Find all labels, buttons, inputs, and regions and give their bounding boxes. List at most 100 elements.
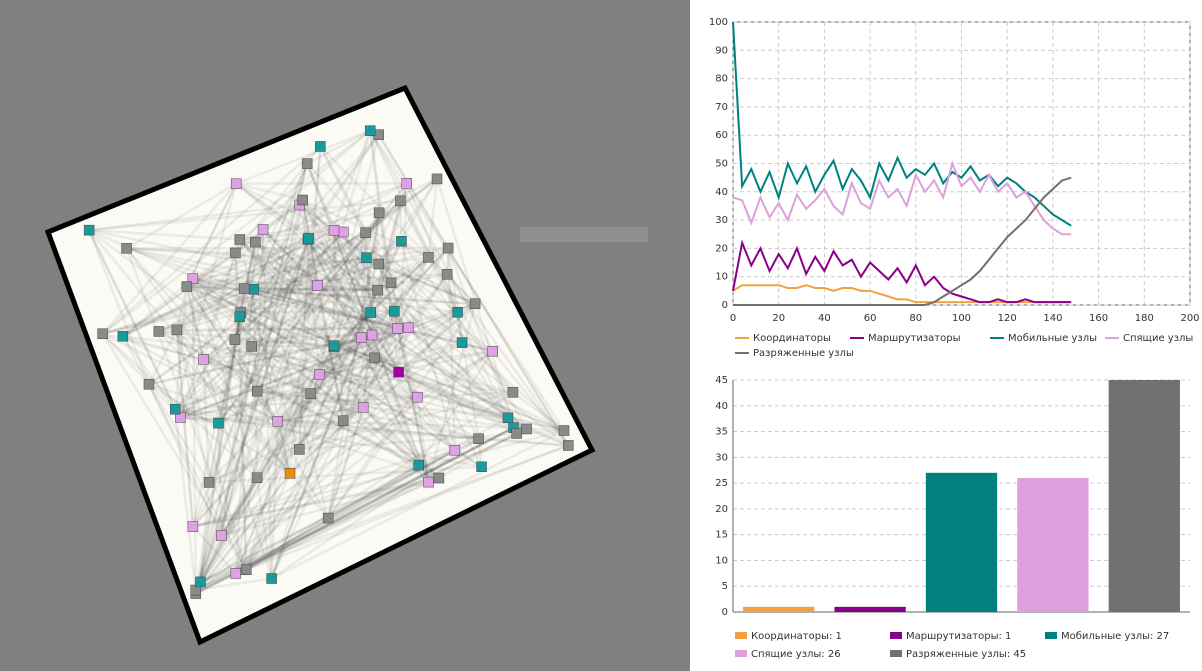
link [217, 229, 265, 424]
link [185, 129, 372, 288]
legend-label: Спящие узлы: 26 [751, 649, 841, 660]
link [235, 182, 476, 305]
link [186, 256, 367, 288]
y-tick-label: 20 [715, 243, 728, 254]
link [255, 477, 273, 579]
node [312, 280, 323, 291]
link [234, 252, 242, 313]
legend-swatch [890, 632, 902, 639]
link [102, 256, 367, 335]
link [252, 289, 259, 478]
link [370, 182, 408, 336]
y-tick-label: 35 [715, 427, 728, 438]
link [332, 230, 345, 421]
link [238, 238, 335, 347]
link [250, 345, 344, 422]
y-tick-label: 50 [715, 159, 728, 170]
link [238, 239, 292, 474]
link [174, 183, 238, 410]
link [301, 199, 400, 373]
node [251, 385, 263, 397]
link [438, 432, 518, 480]
link [298, 146, 322, 450]
link [89, 228, 240, 241]
scene-bar [520, 227, 648, 242]
link [179, 326, 409, 419]
node [441, 268, 453, 280]
link [217, 311, 459, 425]
x-tick-label: 200 [1180, 313, 1199, 324]
link [147, 383, 211, 484]
link [332, 232, 367, 347]
link [270, 437, 480, 580]
link [245, 327, 410, 571]
y-tick-label: 45 [715, 375, 728, 386]
link [326, 310, 396, 519]
link [220, 327, 399, 537]
link [359, 232, 367, 338]
link [101, 332, 182, 419]
link [319, 373, 418, 399]
node [314, 368, 325, 380]
link [298, 391, 514, 451]
link [235, 251, 378, 292]
link [308, 237, 476, 305]
link [235, 426, 515, 575]
link [174, 408, 219, 425]
link [175, 391, 514, 411]
link [256, 390, 330, 519]
link [342, 231, 400, 373]
link [195, 427, 528, 592]
link [191, 247, 450, 528]
node [366, 329, 378, 341]
link [256, 232, 367, 392]
link [307, 237, 420, 466]
link [87, 229, 151, 385]
link [245, 480, 430, 571]
link [191, 212, 381, 528]
y-tick-label: 0 [722, 300, 728, 311]
node [507, 387, 519, 398]
link [220, 204, 301, 536]
y-tick-label: 30 [715, 215, 728, 226]
link [250, 163, 309, 347]
link [102, 332, 279, 423]
link [192, 246, 449, 280]
link [235, 182, 303, 202]
link [298, 240, 403, 450]
link [256, 341, 463, 393]
x-tick-label: 60 [864, 313, 877, 324]
link [245, 472, 292, 571]
link [373, 247, 450, 359]
link [88, 229, 291, 475]
link [194, 238, 310, 591]
x-tick-label: 20 [772, 313, 785, 324]
link [319, 145, 480, 440]
link [416, 396, 430, 483]
link [207, 241, 257, 483]
y-tick-label: 80 [715, 74, 728, 85]
node [170, 403, 181, 415]
link [220, 289, 256, 536]
link [306, 129, 371, 165]
node [251, 472, 263, 484]
link [376, 289, 528, 430]
node [369, 352, 380, 364]
link [220, 311, 372, 537]
link [195, 572, 237, 592]
node [355, 332, 367, 343]
link [342, 231, 399, 329]
link [191, 278, 259, 479]
link [126, 247, 236, 255]
legend-label: Маршрутизаторы [868, 333, 960, 344]
link [122, 229, 335, 338]
node [117, 331, 129, 342]
link [234, 311, 459, 575]
link [174, 231, 345, 411]
link [122, 182, 408, 338]
link [257, 389, 418, 399]
link [102, 287, 245, 335]
link [175, 329, 195, 527]
bar [925, 472, 998, 612]
